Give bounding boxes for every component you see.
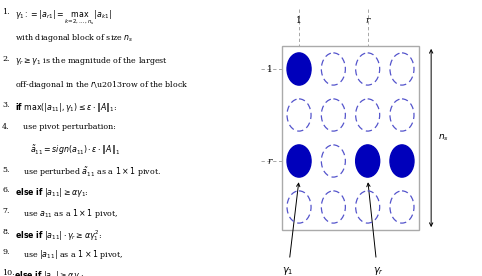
Circle shape [287, 53, 311, 85]
Text: $\mathbf{else\ if}$ $|a_{11}| \geq \alpha\gamma_1$:: $\mathbf{else\ if}$ $|a_{11}| \geq \alph… [15, 186, 89, 199]
Text: 5.: 5. [2, 166, 10, 174]
Text: 9.: 9. [2, 248, 10, 256]
Bar [282, 46, 419, 230]
Circle shape [287, 145, 311, 177]
Circle shape [390, 145, 414, 177]
Text: $\gamma_r \geq \gamma_1$ is the magnitude of the largest: $\gamma_r \geq \gamma_1$ is the magnitud… [15, 55, 168, 67]
Text: use perturbed $\tilde{a}_{11}$ as a $1 \times 1$ pivot.: use perturbed $\tilde{a}_{11}$ as a $1 \… [23, 166, 161, 179]
Text: use pivot perturbation:: use pivot perturbation: [23, 123, 116, 131]
Text: use $|a_{11}|$ as a $1 \times 1$ pivot,: use $|a_{11}|$ as a $1 \times 1$ pivot, [23, 248, 124, 261]
Text: $\tilde{a}_{11} = sign(a_{11}) \cdot \epsilon \cdot \|A\|_1$: $\tilde{a}_{11} = sign(a_{11}) \cdot \ep… [30, 144, 120, 157]
Text: r: r [365, 16, 370, 25]
Circle shape [356, 145, 380, 177]
Text: $\gamma_1$: $\gamma_1$ [282, 266, 294, 276]
Text: 1.: 1. [2, 8, 10, 16]
Text: 10.: 10. [2, 269, 14, 276]
Text: $\mathbf{if}$ $\max(|a_{11}|, \gamma_1) \leq \epsilon \cdot \|A\|_1$:: $\mathbf{if}$ $\max(|a_{11}|, \gamma_1) … [15, 101, 118, 114]
Text: 3.: 3. [2, 101, 10, 109]
Text: 1: 1 [296, 16, 302, 25]
Text: 8.: 8. [2, 228, 10, 236]
Text: 4.: 4. [2, 123, 10, 131]
Text: 6.: 6. [2, 186, 10, 194]
Text: 2.: 2. [2, 55, 10, 63]
Text: off-diagonal in the $r$\u2013row of the block: off-diagonal in the $r$\u2013row of the … [15, 79, 189, 91]
Text: $\gamma_r$: $\gamma_r$ [373, 266, 383, 276]
Text: 7.: 7. [2, 207, 10, 215]
Text: $\mathbf{else\ if}$ $|a_{rr}| \geq \alpha\gamma_r$:: $\mathbf{else\ if}$ $|a_{rr}| \geq \alph… [14, 269, 84, 276]
Text: use $a_{11}$ as a $1 \times 1$ pivot,: use $a_{11}$ as a $1 \times 1$ pivot, [23, 207, 119, 220]
Text: 1: 1 [267, 65, 273, 73]
Text: r: r [268, 156, 272, 166]
Text: $n_s$: $n_s$ [438, 133, 449, 143]
Text: $\gamma_1 := |a_{r1}| = \max_{k=2,\ldots,n_s} |a_{k1}|$: $\gamma_1 := |a_{r1}| = \max_{k=2,\ldots… [15, 8, 112, 27]
Text: $\mathbf{else\ if}$ $|a_{11}| \cdot \gamma_r \geq \alpha\gamma_1^2$:: $\mathbf{else\ if}$ $|a_{11}| \cdot \gam… [15, 228, 102, 243]
Text: with diagonal block of size $n_s$: with diagonal block of size $n_s$ [15, 32, 134, 44]
